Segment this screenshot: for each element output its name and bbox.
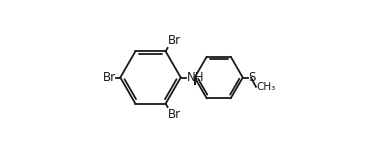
Text: S: S [248,71,255,84]
Text: Br: Br [103,71,116,84]
Text: Br: Br [169,34,181,47]
Text: Br: Br [169,108,181,121]
Text: NH: NH [187,71,204,84]
Text: CH₃: CH₃ [256,82,276,92]
